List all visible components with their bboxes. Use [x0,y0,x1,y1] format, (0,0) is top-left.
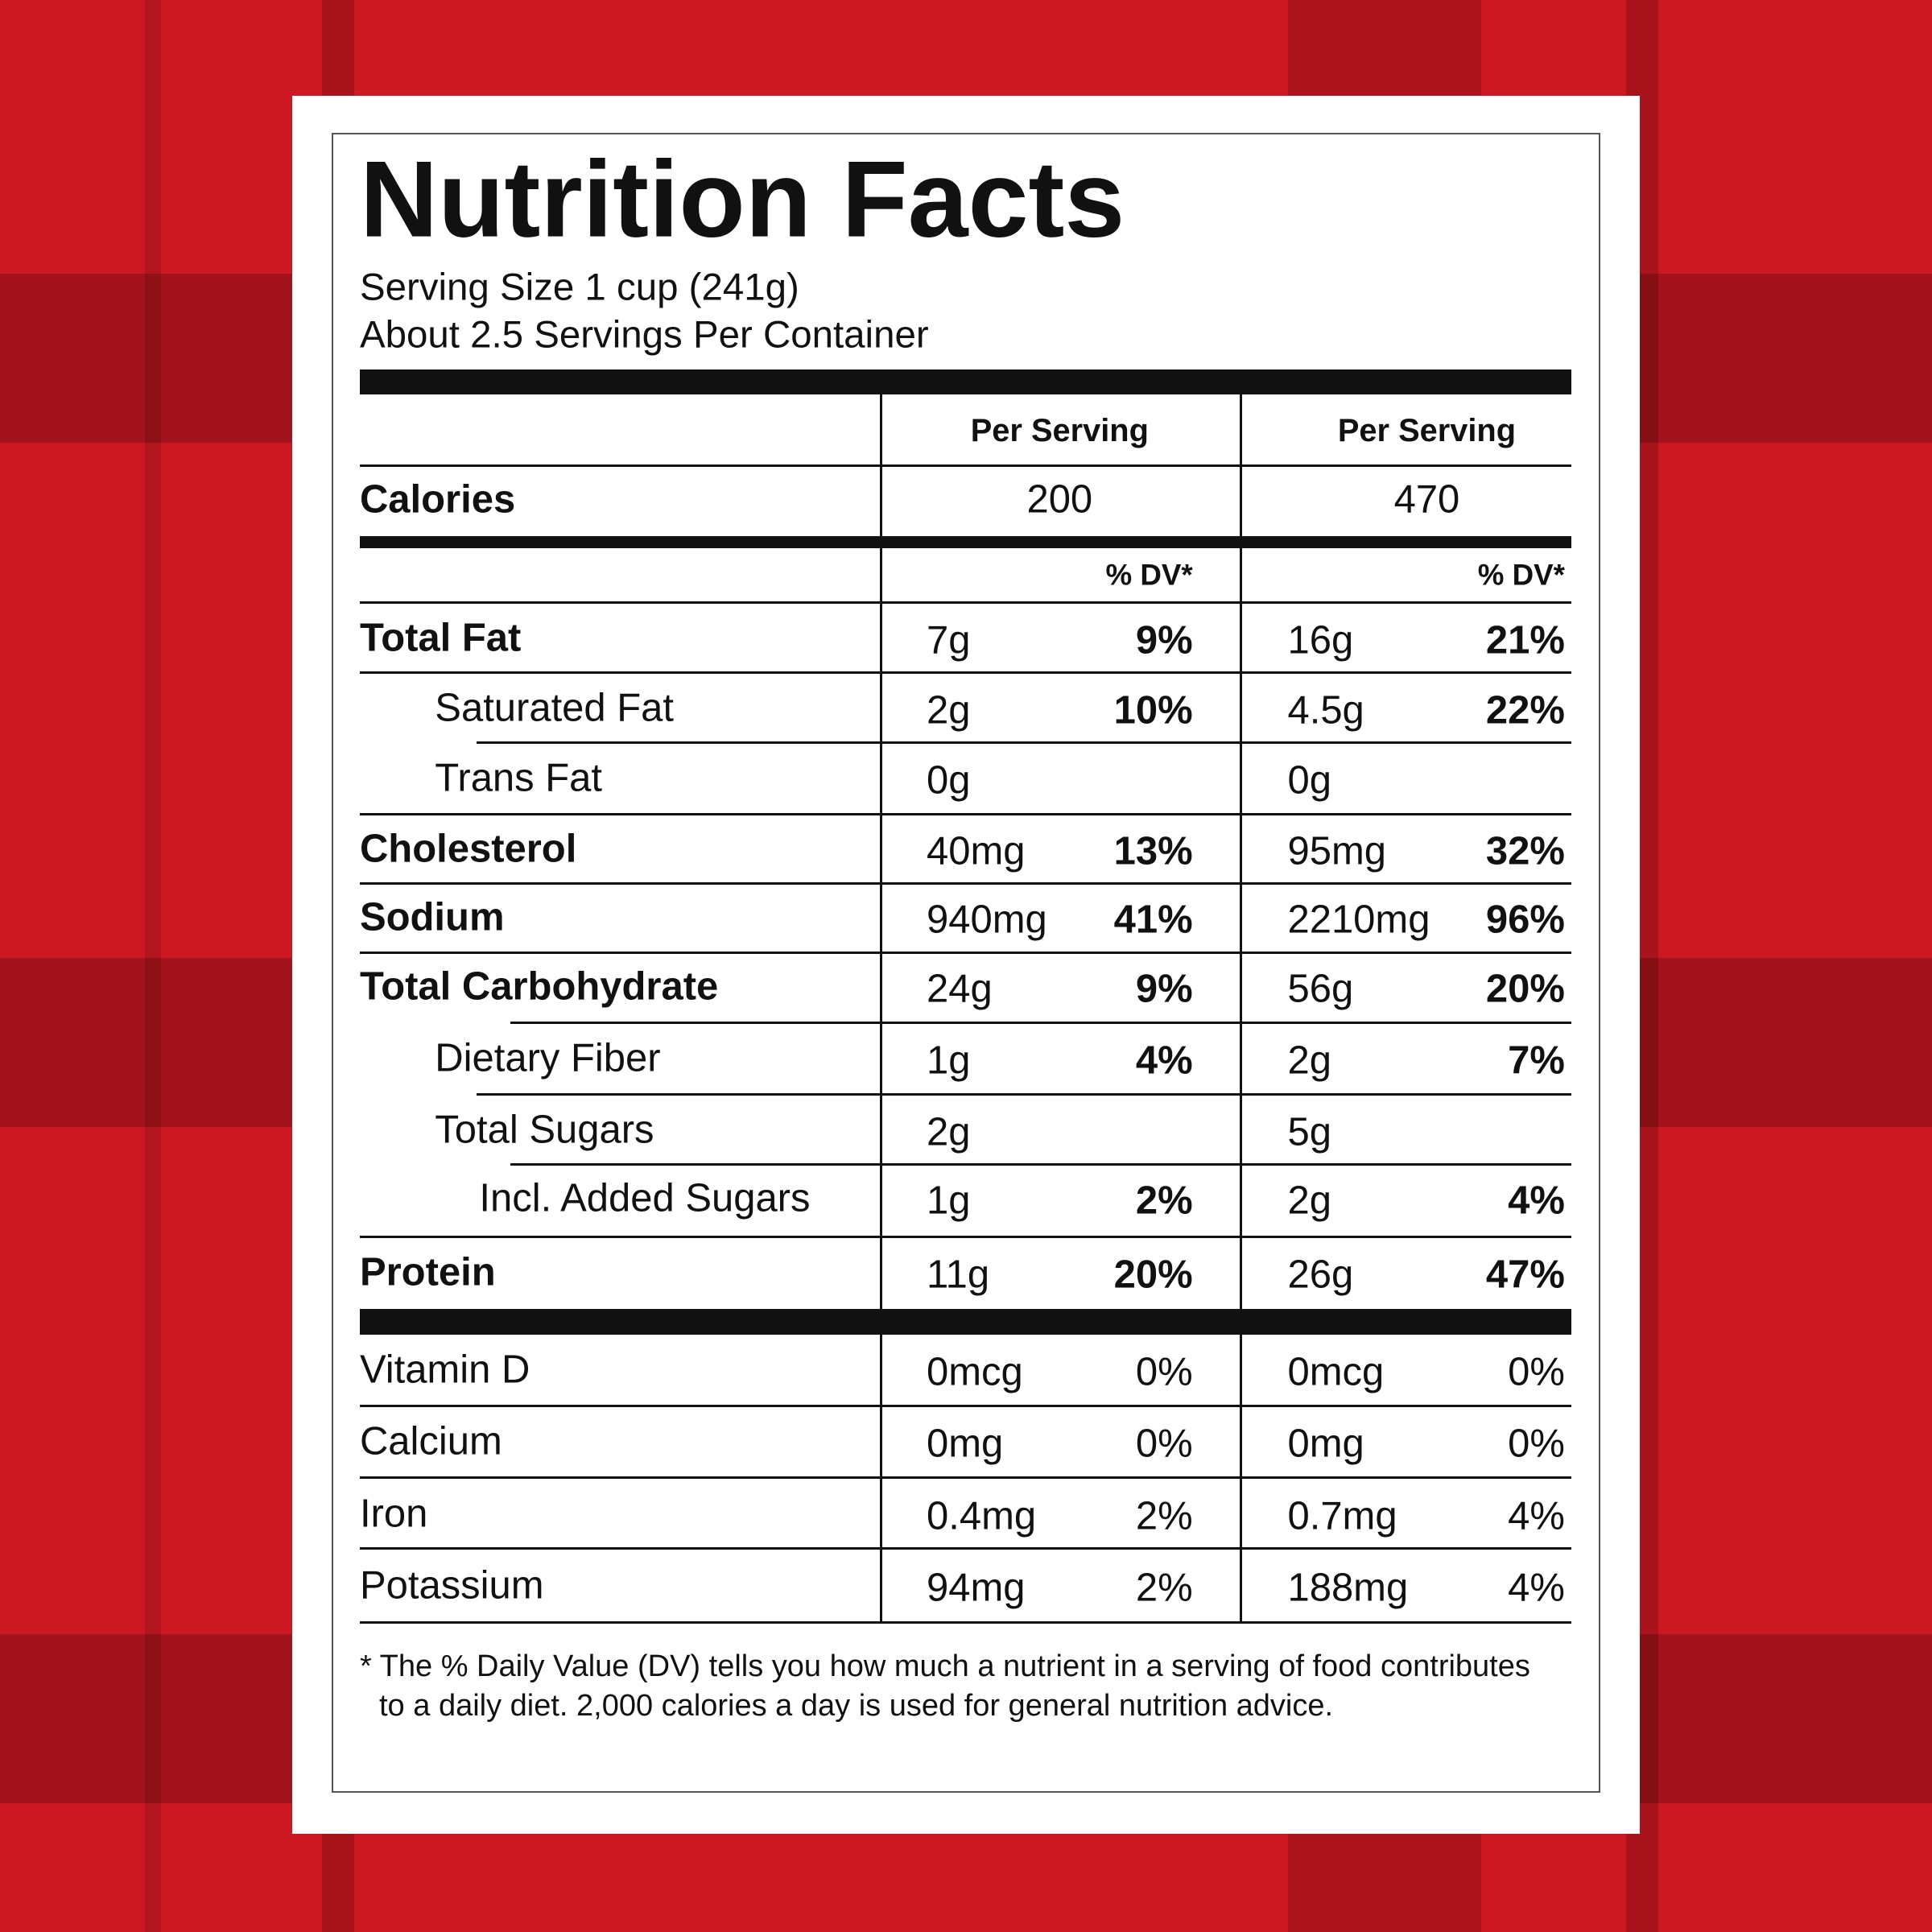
row-line [359,1476,1571,1479]
nutrient-name: Trans Fat [435,756,603,800]
daily-value: 21% [1485,618,1565,663]
calories-value: 200 [1026,477,1093,522]
nutrient-name: Total Carbohydrate [359,964,719,1009]
nutrient-name: Total Fat [359,616,522,660]
daily-value: 20% [1113,1253,1193,1297]
row-line [359,1547,1571,1550]
column-header: Per Serving [1337,412,1516,448]
amount: 16g [1287,618,1354,663]
nutrient-name: Calcium [359,1419,502,1463]
row-line [359,881,1571,885]
nutrient-name: Iron [359,1492,428,1536]
daily-value: 0% [1135,1422,1193,1466]
amount: 1g [927,1038,971,1083]
daily-value: 0% [1508,1350,1565,1394]
amount: 11g [927,1253,990,1297]
amount: 0g [1287,758,1331,803]
calories-value: 470 [1393,477,1460,522]
calories-label: Calories [359,477,516,522]
amount: 2210mg [1287,898,1430,942]
daily-value: 9% [1135,618,1193,663]
row-line [359,671,1571,675]
daily-value: 4% [1508,1566,1565,1610]
nutrient-name: Total Sugars [435,1108,654,1152]
row-line [359,813,1571,816]
row-line [359,464,1571,468]
thick-bar [359,369,1571,394]
thick-bar [359,1309,1571,1335]
row-line [359,951,1571,954]
daily-value: 2% [1135,1179,1193,1223]
row-line [359,1404,1571,1407]
daily-value: 20% [1485,967,1565,1011]
row-line [477,741,1571,745]
amount: 94mg [927,1566,1026,1610]
daily-value: 7% [1508,1038,1565,1083]
dv-header: % DV* [1105,558,1193,592]
servings-per-container: About 2.5 Servings Per Container [359,313,929,357]
amount: 0mg [927,1422,1004,1466]
nutrient-name: Vitamin D [359,1348,530,1392]
daily-value: 2% [1135,1494,1193,1538]
amount: 56g [1287,967,1354,1011]
amount: 0.7mg [1287,1494,1397,1538]
amount: 2g [927,688,971,733]
amount: 0g [927,758,971,803]
amount: 940mg [927,898,1047,942]
daily-value: 41% [1113,898,1193,942]
amount: 95mg [1287,829,1386,873]
nutrient-name: Incl. Added Sugars [479,1176,811,1220]
nutrient-name: Cholesterol [359,827,577,871]
title: Nutrition Facts [359,138,1125,260]
label-border [332,133,1600,1793]
daily-value: 10% [1113,688,1193,733]
amount: 5g [1287,1110,1331,1154]
daily-value: 4% [1508,1179,1565,1223]
thick-bar [359,535,1571,549]
column-divider [879,394,882,1623]
daily-value: 96% [1485,898,1565,942]
amount: 1g [927,1179,971,1223]
daily-value: 0% [1508,1422,1565,1466]
nutrient-name: Sodium [359,895,505,939]
amount: 0mg [1287,1422,1364,1466]
daily-value: 0% [1135,1350,1193,1394]
column-divider [1239,394,1242,1623]
amount: 188mg [1287,1566,1409,1610]
daily-value: 4% [1135,1038,1193,1083]
row-line [359,601,1571,604]
serving-size: Serving Size 1 cup (241g) [359,265,799,308]
amount: 0.4mg [927,1494,1037,1538]
row-line [359,1236,1571,1239]
amount: 0mcg [927,1350,1023,1394]
amount: 2g [927,1110,971,1154]
daily-value: 4% [1508,1494,1565,1538]
row-line [510,1162,1571,1166]
amount: 2g [1287,1038,1331,1083]
row-line [510,1021,1571,1024]
daily-value: 22% [1485,688,1565,733]
dv-header: % DV* [1477,558,1565,592]
amount: 2g [1287,1179,1331,1223]
amount: 40mg [927,829,1026,873]
daily-value: 47% [1485,1253,1565,1297]
amount: 7g [927,618,971,663]
nutrient-name: Dietary Fiber [435,1036,661,1080]
footnote: * The % Daily Value (DV) tells you how m… [360,1649,1530,1723]
daily-value: 9% [1135,967,1193,1011]
column-header: Per Serving [970,412,1149,448]
nutrient-name: Potassium [359,1563,544,1608]
amount: 4.5g [1287,688,1364,733]
amount: 24g [927,967,993,1011]
amount: 26g [1287,1253,1354,1297]
nutrient-name: Protein [359,1250,496,1294]
daily-value: 13% [1113,829,1193,873]
daily-value: 2% [1135,1566,1193,1610]
daily-value: 32% [1485,829,1565,873]
row-line [477,1092,1571,1096]
amount: 0mcg [1287,1350,1385,1394]
row-line [359,1621,1571,1624]
nutrient-name: Saturated Fat [435,686,675,730]
